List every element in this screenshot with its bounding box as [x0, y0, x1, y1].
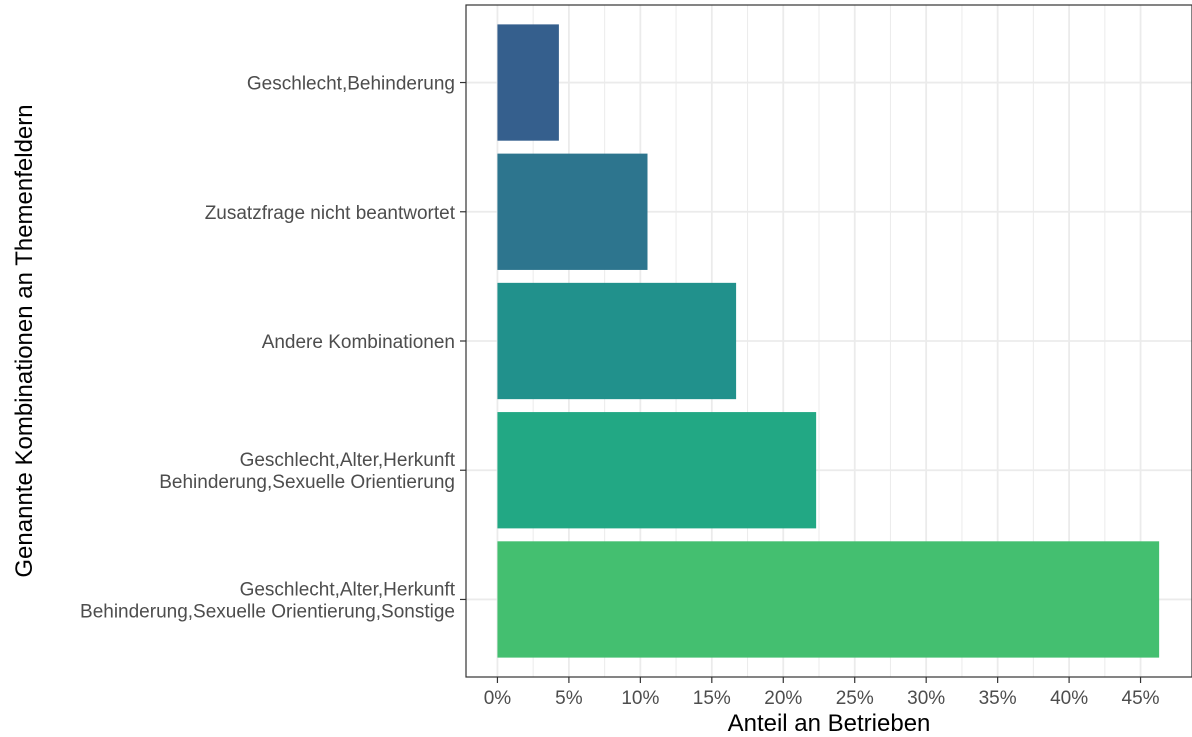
- x-tick-label: 35%: [979, 688, 1017, 709]
- y-tick-label: Geschlecht,Alter,Herkunft: [240, 450, 456, 471]
- x-tick-label: 20%: [764, 688, 802, 709]
- y-tick-label: Behinderung,Sexuelle Orientierung: [159, 472, 455, 493]
- bar: [497, 541, 1160, 658]
- bar: [497, 412, 817, 529]
- bar: [497, 153, 648, 270]
- bar: [497, 24, 559, 141]
- x-tick-label: 5%: [555, 688, 583, 709]
- x-tick-label: 30%: [907, 688, 945, 709]
- x-axis-title: Anteil an Betrieben: [728, 710, 931, 737]
- bars-layer: [497, 24, 1160, 658]
- x-tick-label: 25%: [836, 688, 874, 709]
- y-tick-label: Zusatzfrage nicht beantwortet: [205, 203, 456, 224]
- x-tick-label: 10%: [621, 688, 659, 709]
- axis-layer: 0% 5% 10% 15% 20% 25% 30% 35% 40% 45% Geschlecht,B…: [80, 74, 1160, 709]
- y-tick-label: Andere Kombinationen: [262, 332, 455, 353]
- x-tick-label: 15%: [693, 688, 731, 709]
- y-axis-title: Genannte Kombinationen an Themenfeldern: [11, 104, 38, 577]
- y-tick-label: Behinderung,Sexuelle Orientierung,Sonsti…: [80, 601, 455, 622]
- x-tick-label: 45%: [1122, 688, 1160, 709]
- x-tick-label: 40%: [1050, 688, 1088, 709]
- y-tick-label: Geschlecht,Alter,Herkunft: [240, 579, 456, 600]
- y-tick-label: Geschlecht,Behinderung: [247, 74, 455, 95]
- x-tick-label: 0%: [484, 688, 512, 709]
- bar: [497, 282, 737, 400]
